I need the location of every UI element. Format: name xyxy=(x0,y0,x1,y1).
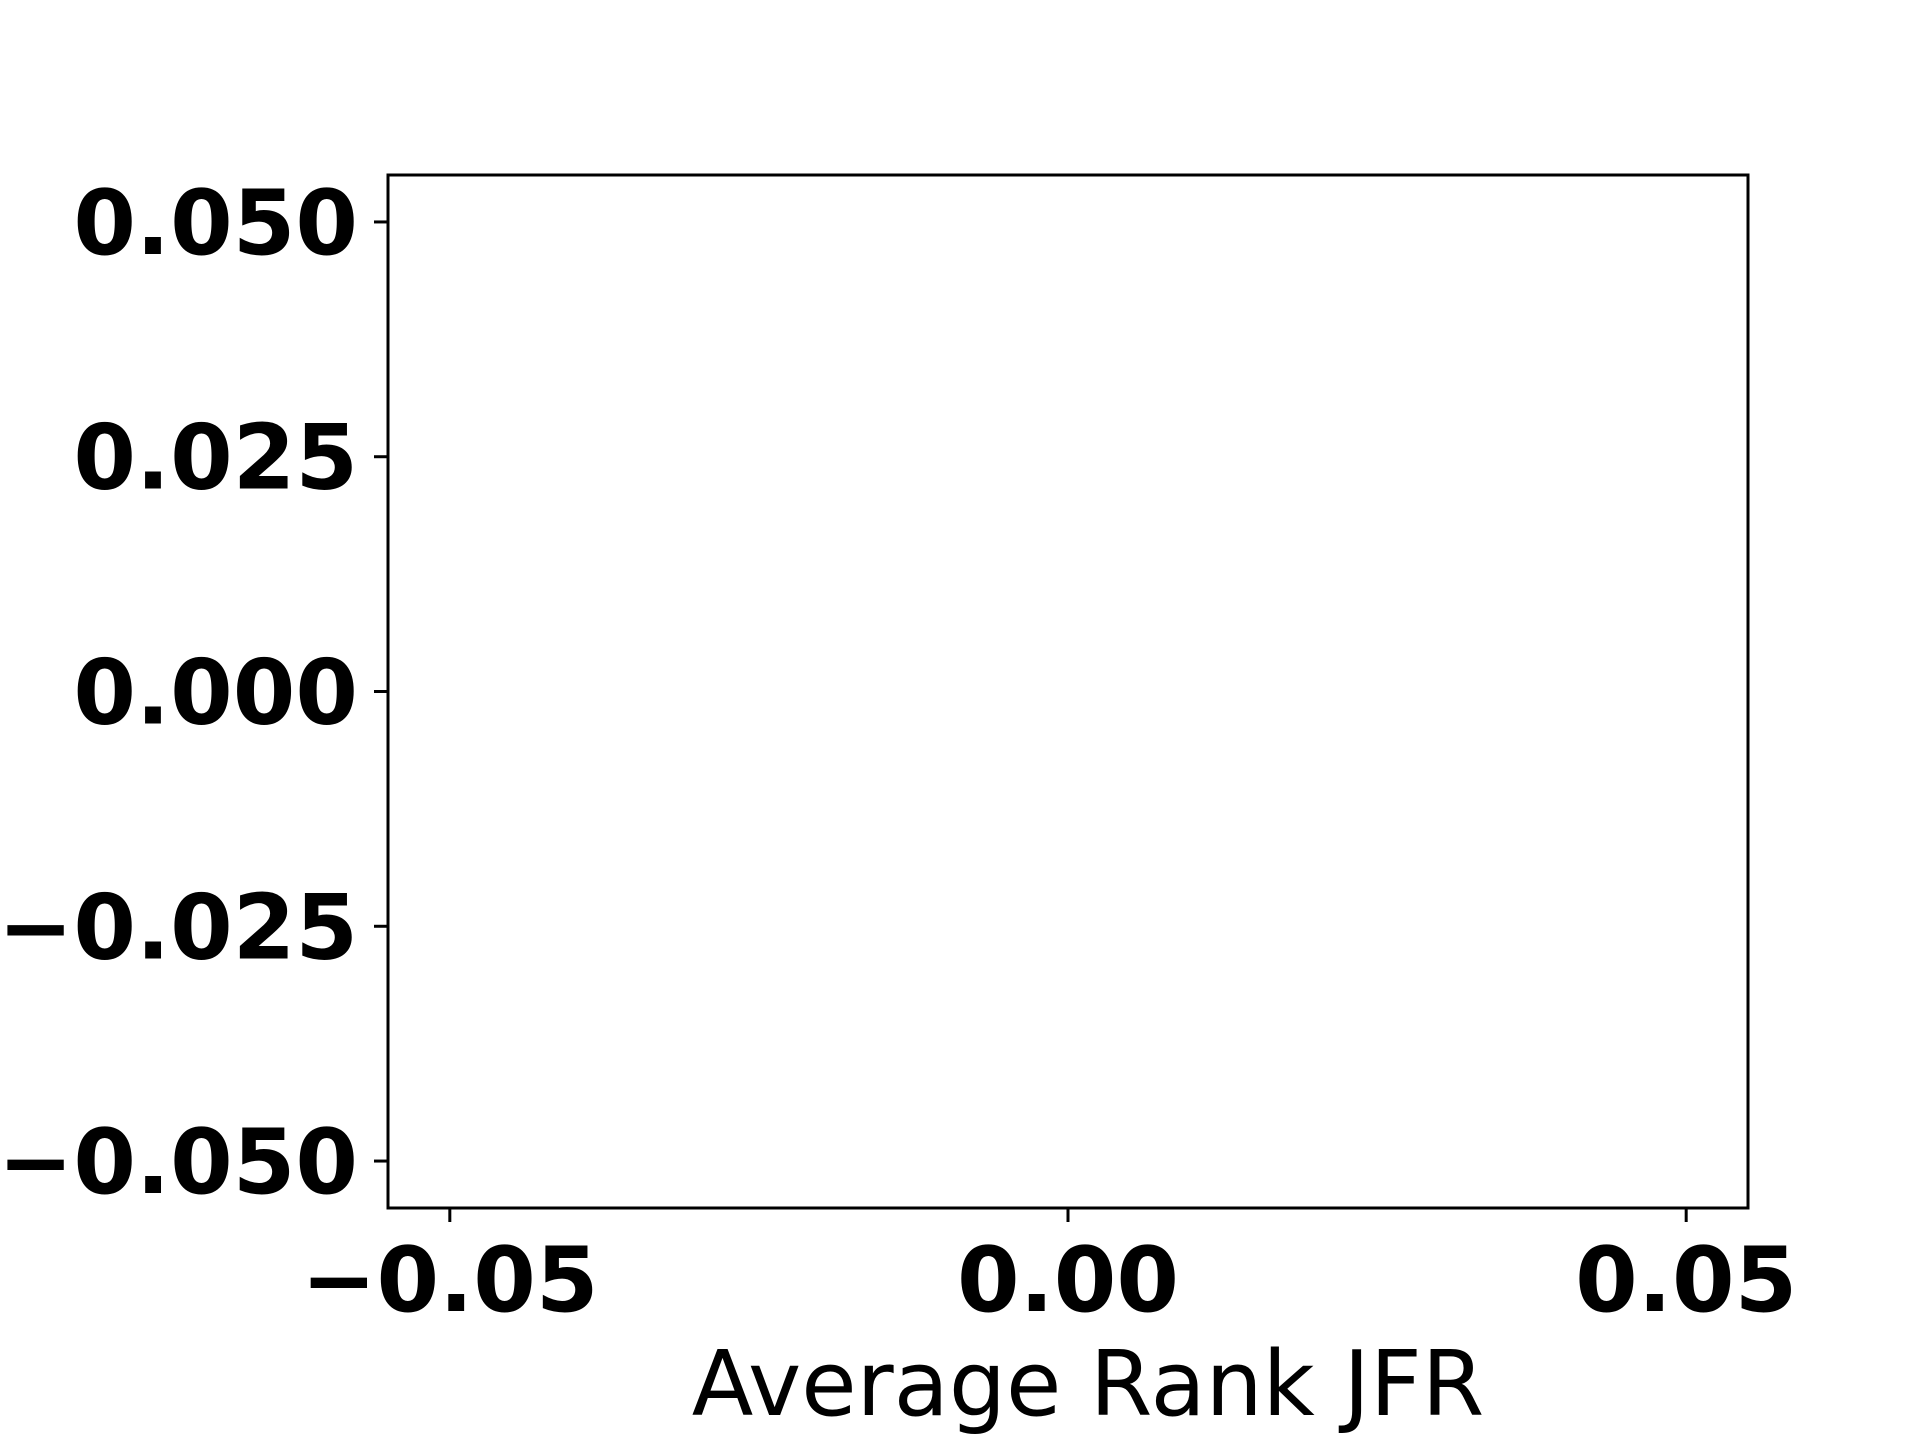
plot-area-frame xyxy=(386,173,1750,1210)
x-tick-label: 0.05 xyxy=(1575,1228,1797,1333)
y-axis-ticks: 0.050 0.025 0.000 −0.025 −0.050 xyxy=(0,171,388,1215)
y-tick-label: −0.025 xyxy=(0,875,358,980)
y-tick-label: −0.050 xyxy=(0,1110,358,1215)
y-tick-label: 0.000 xyxy=(73,641,358,746)
x-axis-title: Average Rank JFR xyxy=(692,1332,1485,1437)
x-tick-label: −0.05 xyxy=(301,1228,598,1333)
x-tick-label: 0.00 xyxy=(957,1228,1179,1333)
y-tick-label: 0.025 xyxy=(73,406,358,511)
y-tick-label: 0.050 xyxy=(73,171,358,276)
x-axis-ticks: −0.05 0.00 0.05 xyxy=(301,1208,1797,1333)
